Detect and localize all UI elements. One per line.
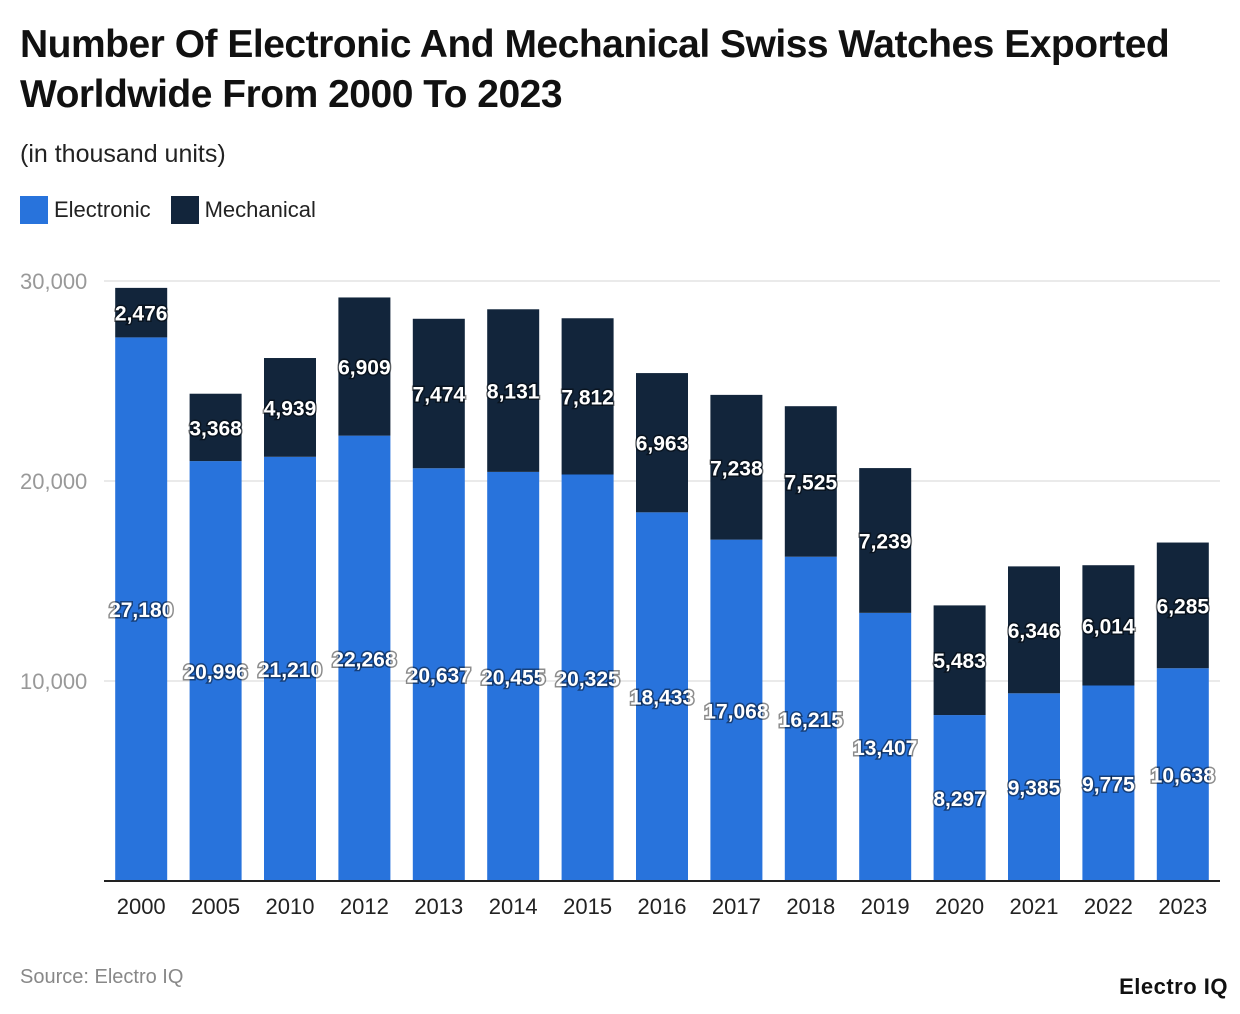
bar-mechanical: [636, 373, 688, 513]
data-label-electronic: 20,325: [555, 668, 620, 691]
bar-mechanical: [933, 605, 986, 716]
data-label-mechanical: 2,476: [115, 303, 168, 326]
x-tick-label: 2012: [340, 894, 389, 919]
data-label-mechanical: 8,131: [487, 381, 540, 404]
x-tick-label: 2018: [786, 894, 835, 919]
bar-electronic: [561, 474, 614, 881]
data-label-electronic: 9,385: [1008, 777, 1061, 800]
bar-electronic: [264, 456, 316, 881]
bar-electronic: [636, 512, 688, 881]
bar-electronic: [933, 715, 986, 881]
legend-label-electronic: Electronic: [54, 197, 151, 222]
x-tick-label: 2022: [1084, 894, 1133, 919]
bar-electronic: [859, 612, 912, 881]
data-label-electronic: 8,297: [933, 788, 986, 811]
legend-label-mechanical: Mechanical: [204, 197, 316, 222]
x-tick-label: 2016: [638, 894, 687, 919]
y-tick-label: 30,000: [20, 269, 87, 294]
data-label-electronic: 16,215: [779, 709, 844, 732]
data-label-mechanical: 7,812: [561, 386, 614, 409]
logo: Electro IQ: [1119, 974, 1228, 999]
data-label-mechanical: 6,014: [1082, 615, 1135, 638]
bar-electronic: [338, 435, 391, 881]
data-label-electronic: 9,775: [1082, 773, 1135, 796]
data-label-electronic: 17,068: [704, 700, 769, 723]
bar-mechanical: [264, 358, 316, 457]
bar-electronic: [487, 471, 540, 881]
x-tick-label: 2021: [1010, 894, 1059, 919]
legend-item-mechanical: Mechanical: [170, 196, 316, 224]
source-text: Source: Electro IQ: [20, 966, 184, 988]
bar-mechanical: [710, 394, 763, 540]
x-tick-label: 2017: [712, 894, 761, 919]
legend-item-electronic: Electronic: [20, 196, 151, 224]
x-tick-label: 2013: [414, 894, 463, 919]
bar-electronic: [412, 468, 465, 881]
bar-electronic: [115, 337, 168, 881]
bar-electronic: [710, 539, 763, 881]
bar-mechanical: [784, 406, 837, 557]
y-tick-label: 10,000: [20, 669, 87, 694]
x-tick-label: 2020: [935, 894, 984, 919]
bar-electronic: [189, 461, 242, 881]
x-tick-label: 2019: [861, 894, 910, 919]
data-label-mechanical: 6,963: [636, 433, 689, 456]
data-label-electronic: 22,268: [332, 648, 397, 671]
bar-electronic: [1156, 668, 1209, 881]
data-label-electronic: 20,996: [183, 661, 247, 684]
data-label-mechanical: 7,239: [859, 530, 912, 553]
x-tick-label: 2005: [191, 894, 240, 919]
bar-mechanical: [189, 393, 242, 462]
data-label-mechanical: 7,525: [785, 471, 838, 494]
data-label-mechanical: 6,285: [1157, 595, 1210, 618]
data-label-electronic: 27,180: [109, 599, 173, 622]
bar-mechanical: [1156, 542, 1209, 669]
bar-mechanical: [412, 318, 465, 469]
legend-swatch-mechanical: [170, 196, 199, 224]
data-label-mechanical: 7,474: [413, 384, 466, 407]
chart-subtitle: (in thousand units): [20, 140, 226, 168]
x-tick-label: 2010: [266, 894, 315, 919]
legend: Electronic Mechanical: [20, 196, 316, 224]
data-label-electronic: 10,638: [1151, 765, 1216, 788]
data-label-electronic: 18,433: [630, 687, 694, 710]
bar-electronic: [1082, 685, 1135, 881]
data-label-electronic: 21,210: [258, 659, 322, 682]
data-label-mechanical: 7,238: [710, 457, 763, 480]
y-tick-label: 20,000: [20, 469, 87, 494]
x-tick-label: 2000: [117, 894, 166, 919]
bar-mechanical: [561, 318, 614, 475]
bar-mechanical: [1008, 566, 1060, 694]
chart-title: Number Of Electronic And Mechanical Swis…: [20, 23, 1170, 116]
bar-electronic: [1008, 693, 1060, 881]
x-tick-label: 2023: [1158, 894, 1207, 919]
data-label-mechanical: 4,939: [264, 397, 317, 420]
data-label-mechanical: 6,346: [1008, 620, 1061, 643]
bar-mechanical: [859, 468, 912, 613]
bar-mechanical: [1082, 565, 1135, 686]
legend-swatch-electronic: [20, 196, 48, 224]
x-tick-label: 2014: [489, 894, 538, 919]
bar-mechanical: [115, 287, 168, 338]
bar-electronic: [784, 556, 837, 881]
x-tick-label: 2015: [563, 894, 612, 919]
data-label-mechanical: 6,909: [338, 357, 391, 380]
bar-mechanical: [338, 297, 391, 436]
data-label-electronic: 20,455: [481, 666, 546, 689]
data-label-mechanical: 3,368: [189, 417, 242, 440]
bar-mechanical: [487, 309, 540, 472]
data-label-electronic: 13,407: [853, 737, 917, 760]
data-label-electronic: 20,637: [407, 665, 471, 688]
data-label-mechanical: 5,483: [933, 650, 986, 673]
